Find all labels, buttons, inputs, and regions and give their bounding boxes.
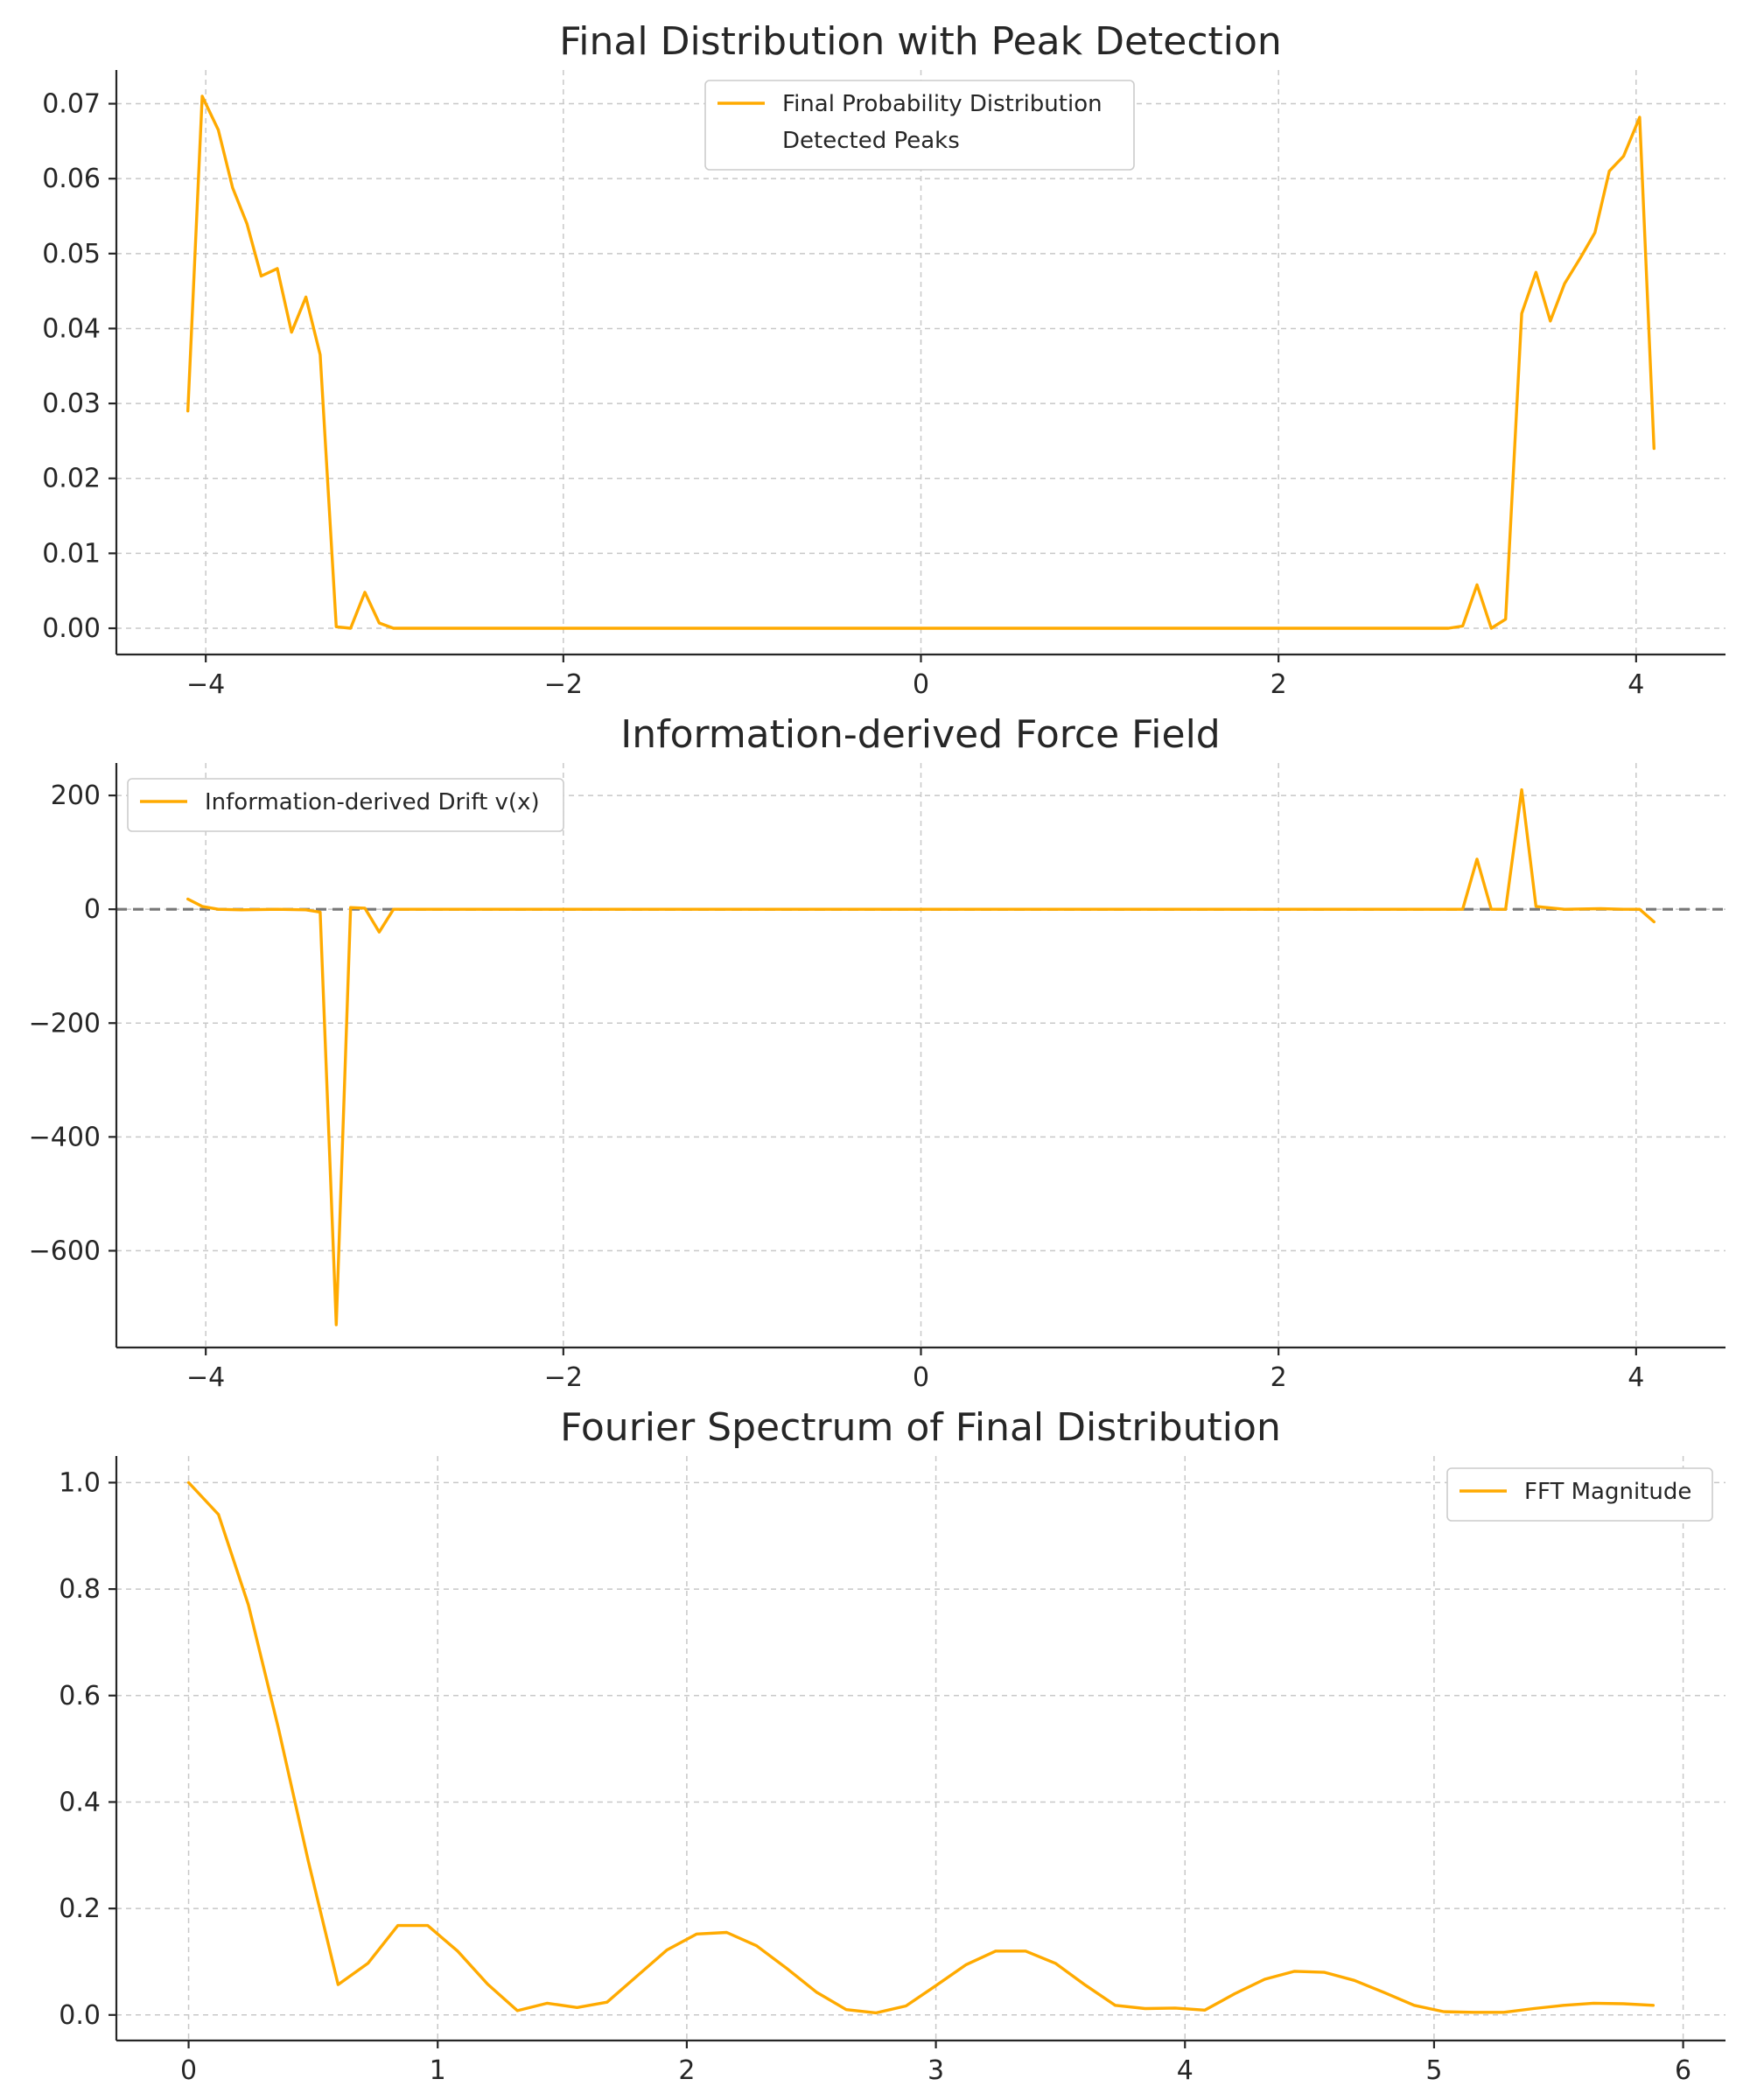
y-tick-label: 0.6: [59, 1681, 101, 1712]
legend-box: [1446, 1467, 1713, 1522]
legend-label: FFT Magnitude: [1524, 1479, 1691, 1505]
series-line-0: [186, 94, 1656, 630]
y-tick-label: 0.06: [42, 164, 101, 194]
y-tick-label: 0.07: [42, 89, 101, 120]
x-tick-label: 1: [430, 2055, 446, 2086]
y-tick-label: 0.03: [42, 388, 101, 419]
legend-label: Detected Peaks: [782, 128, 960, 154]
x-tick-label: 2: [678, 2055, 695, 2086]
legend-label: Information-derived Drift v(x): [205, 789, 540, 816]
x-tick-label: −4: [186, 1362, 225, 1393]
chart-title: Fourier Spectrum of Final Distribution: [560, 1405, 1281, 1450]
x-tick-label: −4: [186, 669, 225, 700]
chart-panel-fourier-spectrum: Fourier Spectrum of Final Distribution 0…: [59, 1405, 1726, 2086]
x-tick-label: 6: [1675, 2055, 1691, 2086]
x-tick-label: 5: [1425, 2055, 1442, 2086]
y-tick-label: 0.01: [42, 538, 101, 569]
x-tick-label: −2: [544, 669, 583, 700]
y-tick-label: 0.8: [59, 1574, 101, 1605]
x-tick-label: 2: [1270, 669, 1287, 700]
x-tick-label: 4: [1628, 1362, 1644, 1393]
chart-panel-force-field: Information-derived Force Field −4 −2 0 2 4 −…: [29, 712, 1726, 1393]
y-tick-label: −200: [29, 1008, 101, 1039]
y-tick-label: 1.0: [59, 1467, 101, 1498]
series-line-0: [186, 1480, 1656, 2015]
y-tick-label: 0.05: [42, 239, 101, 270]
y-tick-label: 0.02: [42, 464, 101, 494]
y-tick-label: 0.0: [59, 2000, 101, 2031]
chart-panel-distribution: Final Distribution with Peak Detection −…: [42, 19, 1726, 700]
x-tick-label: 2: [1270, 1362, 1287, 1393]
y-tick-label: 0.00: [42, 613, 101, 644]
x-tick-label: 0: [913, 1362, 929, 1393]
chart-title: Information-derived Force Field: [620, 712, 1221, 757]
y-tick-label: 0: [84, 894, 101, 925]
x-tick-label: 0: [180, 2055, 197, 2086]
legend-box: [127, 778, 564, 832]
x-tick-label: 4: [1628, 669, 1644, 700]
y-tick-label: 0.2: [59, 1894, 101, 1924]
x-tick-label: 0: [913, 669, 929, 700]
y-tick-label: −600: [29, 1236, 101, 1266]
y-tick-label: 0.04: [42, 313, 101, 344]
x-tick-label: −2: [544, 1362, 583, 1393]
y-tick-label: −400: [29, 1122, 101, 1152]
legend-label: Final Probability Distribution: [782, 91, 1102, 117]
legend-box: [704, 80, 1135, 171]
x-tick-label: 3: [928, 2055, 944, 2086]
series-line-0: [186, 788, 1656, 1326]
y-tick-label: 200: [51, 780, 101, 811]
chart-title: Final Distribution with Peak Detection: [559, 19, 1282, 64]
y-tick-label: 0.4: [59, 1787, 101, 1817]
x-tick-label: 4: [1177, 2055, 1194, 2086]
